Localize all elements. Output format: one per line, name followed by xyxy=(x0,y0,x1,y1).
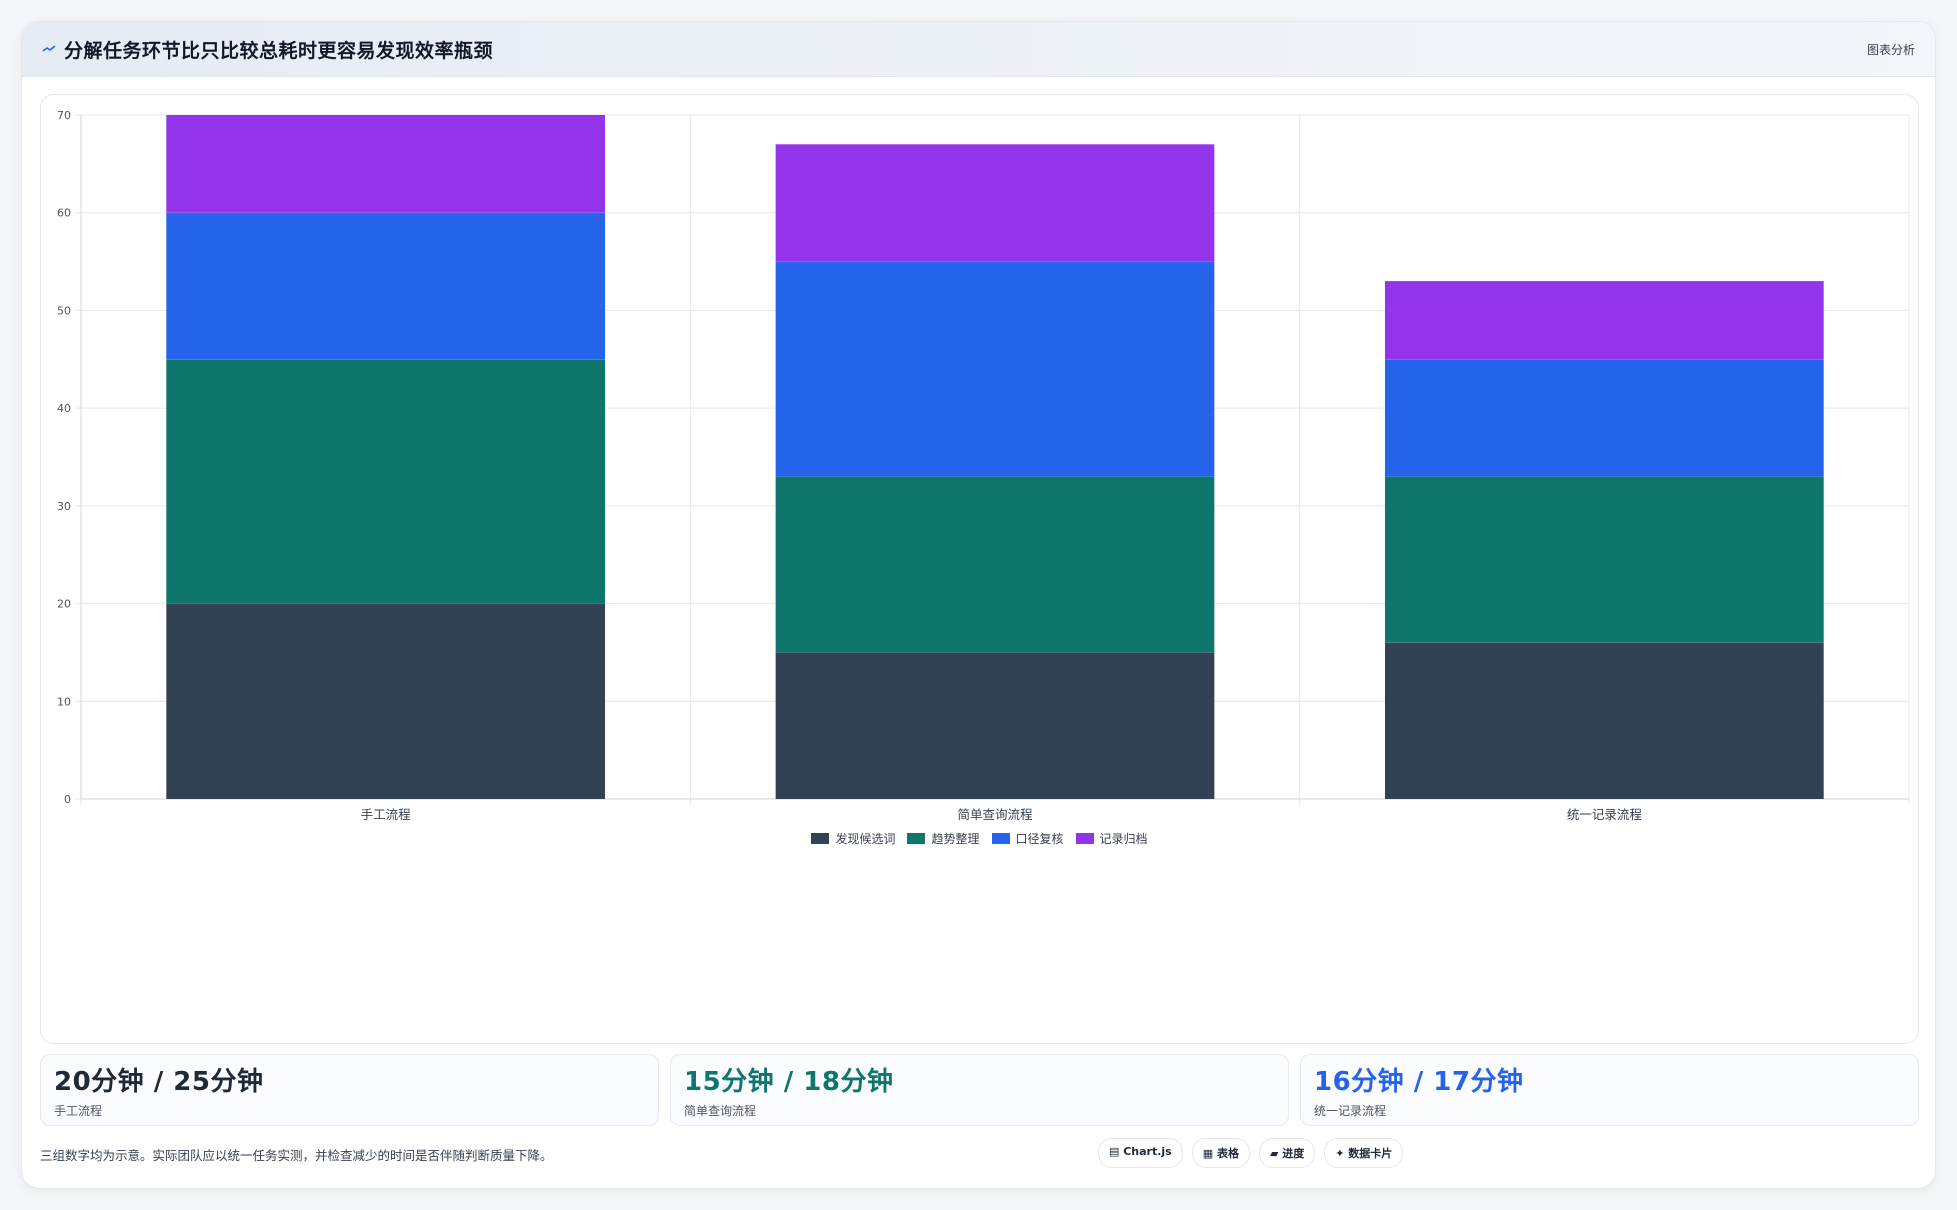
chart-window: 分解任务环节比只比较总耗时更容易发现效率瓶颈 图表分析 0 10 20 30 40 50 6… xyxy=(21,21,1936,1189)
bar-segment xyxy=(1384,359,1824,477)
stat-value: 15分钟 / 18分钟 xyxy=(684,1067,894,1097)
bar-segment xyxy=(166,603,606,799)
y-tick-label: 0 xyxy=(64,793,71,806)
stat-label: 简单查询流程 xyxy=(684,1104,757,1118)
bar-segment xyxy=(1384,642,1824,799)
legend-swatch xyxy=(991,833,1010,844)
legend-swatch xyxy=(1075,833,1094,844)
legend-item[interactable]: 记录归档 xyxy=(1075,830,1148,847)
feature-tags: ▤ Chart.js ▦ 表格 ▰ 进度 ✦ 数据卡片 xyxy=(1098,1138,1404,1168)
legend-label: 口径复核 xyxy=(1015,832,1064,846)
chart-analysis-link[interactable]: 图表分析 xyxy=(1866,42,1915,57)
page-title: 分解任务环节比只比较总耗时更容易发现效率瓶颈 xyxy=(64,39,494,62)
bar-segment xyxy=(775,476,1215,653)
chart-legend: 发现候选词 趋势整理 口径复核 记录归档 xyxy=(41,830,1918,847)
y-tick-label: 50 xyxy=(57,304,71,317)
stat-card: 16分钟 / 17分钟统一记录流程 xyxy=(1300,1054,1919,1126)
bar-segment xyxy=(1384,281,1824,360)
x-tick-label: 手工流程 xyxy=(361,807,412,822)
y-tick-label: 70 xyxy=(57,109,71,122)
x-tick-label: 统一记录流程 xyxy=(1567,807,1643,822)
bar-segment xyxy=(1384,476,1824,643)
legend-swatch xyxy=(907,833,926,844)
footnote: 三组数字均为示意。实际团队应以统一任务实测，并检查减少的时间是否伴随判断质量下降… xyxy=(40,1147,553,1163)
stat-cards: 20分钟 / 25分钟 手工流程 15分钟 / 18分钟 简单查询流程 16分钟 / 1… xyxy=(40,1054,1919,1126)
bar-segment xyxy=(166,359,606,604)
bar-segment xyxy=(775,261,1215,477)
stat-card: 15分钟 / 18分钟简单查询流程 xyxy=(670,1054,1289,1126)
chart-card: 0 10 20 30 40 50 60 70 手工流程 简单查询流程 统一记录流程 发现候选词 趋势整… xyxy=(40,94,1919,1044)
stat-value: 16分钟 / 17分钟 xyxy=(1314,1067,1524,1097)
legend-label: 发现候选词 xyxy=(835,832,896,846)
y-tick-label: 10 xyxy=(57,695,71,708)
bar-segment xyxy=(166,212,606,360)
feature-tag[interactable]: ▤ Chart.js xyxy=(1098,1138,1183,1168)
stacked-bar-chart: 0 10 20 30 40 50 60 70 手工流程 简单查询流程 统一记录流程 xyxy=(57,109,1910,822)
bar-segment xyxy=(166,115,606,213)
legend-item[interactable]: 发现候选词 xyxy=(811,830,895,847)
footer: 三组数字均为示意。实际团队应以统一任务实测，并检查减少的时间是否伴随判断质量下降… xyxy=(40,1138,1919,1170)
y-tick-label: 20 xyxy=(57,598,71,611)
feature-tag[interactable]: ✦ 数据卡片 xyxy=(1324,1138,1404,1168)
bar-segment xyxy=(775,144,1215,262)
stat-label: 手工流程 xyxy=(54,1104,103,1118)
legend-swatch xyxy=(811,833,830,844)
stat-card: 20分钟 / 25分钟手工流程 xyxy=(40,1054,659,1126)
stat-label: 统一记录流程 xyxy=(1314,1104,1387,1118)
trend-icon xyxy=(42,45,56,52)
y-tick-label: 30 xyxy=(57,500,71,513)
header-bar: 分解任务环节比只比较总耗时更容易发现效率瓶颈 图表分析 xyxy=(22,22,1935,77)
stat-value: 20分钟 / 25分钟 xyxy=(54,1067,264,1097)
legend-label: 趋势整理 xyxy=(931,832,980,846)
bar-segment xyxy=(775,652,1215,799)
feature-tag[interactable]: ▰ 进度 xyxy=(1258,1138,1316,1168)
x-tick-label: 简单查询流程 xyxy=(957,807,1033,822)
legend-item[interactable]: 趋势整理 xyxy=(907,830,980,847)
legend-label: 记录归档 xyxy=(1099,832,1148,846)
legend-item[interactable]: 口径复核 xyxy=(991,830,1064,847)
y-tick-label: 40 xyxy=(57,402,71,415)
feature-tag[interactable]: ▦ 表格 xyxy=(1191,1138,1250,1168)
y-tick-label: 60 xyxy=(57,207,71,220)
